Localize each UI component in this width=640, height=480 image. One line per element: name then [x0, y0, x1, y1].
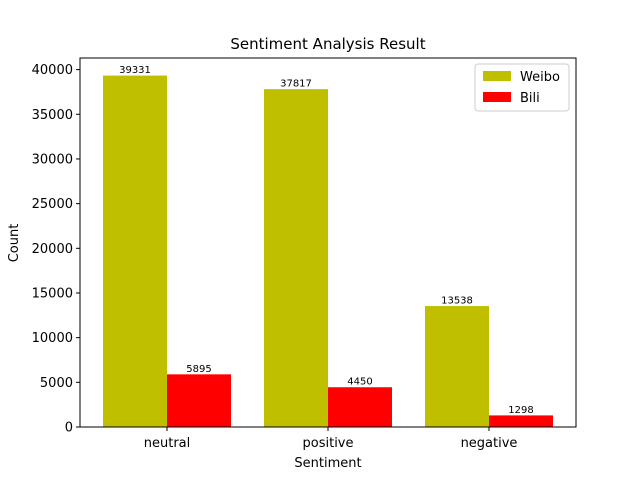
bar-weibo-positive: [264, 89, 328, 428]
y-tick-label: 10000: [32, 331, 73, 346]
bar-weibo-negative: [425, 306, 489, 427]
y-tick-label: 30000: [32, 152, 73, 167]
x-tick-label-positive: positive: [303, 436, 354, 451]
y-axis-label: Count: [7, 224, 22, 263]
bar-bili-negative: [489, 415, 553, 427]
y-tick-label: 20000: [32, 242, 73, 257]
y-tick-label: 25000: [32, 197, 73, 212]
data-label-weibo-neutral: 39331: [119, 65, 151, 76]
data-label-weibo-positive: 37817: [280, 79, 312, 90]
chart-title: Sentiment Analysis Result: [230, 35, 425, 53]
legend-label-bili: Bili: [520, 91, 540, 106]
data-label-bili-neutral: 5895: [186, 364, 211, 375]
plot-area: 0 5000 10000 15000 20000 25000 30000 35000 40000…: [32, 63, 553, 451]
legend-label-weibo: Weibo: [520, 70, 560, 85]
bar-weibo-neutral: [103, 75, 167, 427]
data-label-weibo-negative: 13538: [441, 296, 473, 307]
bar-bili-neutral: [167, 374, 231, 427]
plot-frame: [79, 57, 577, 428]
legend: Weibo Bili: [474, 63, 570, 112]
legend-swatch-bili: [483, 92, 511, 102]
y-tick-label: 0: [65, 421, 73, 436]
data-label-bili-negative: 1298: [508, 405, 533, 416]
x-axis-label: Sentiment: [294, 456, 361, 471]
legend-swatch-weibo: [483, 71, 511, 81]
y-tick-label: 15000: [32, 286, 73, 301]
y-tick-label: 5000: [40, 376, 73, 391]
x-tick-label-neutral: neutral: [144, 436, 191, 451]
x-tick-label-negative: negative: [461, 436, 518, 451]
y-tick-label: 40000: [32, 63, 73, 78]
data-label-bili-positive: 4450: [347, 377, 372, 388]
y-tick-label: 35000: [32, 108, 73, 123]
bar-bili-positive: [328, 387, 392, 427]
